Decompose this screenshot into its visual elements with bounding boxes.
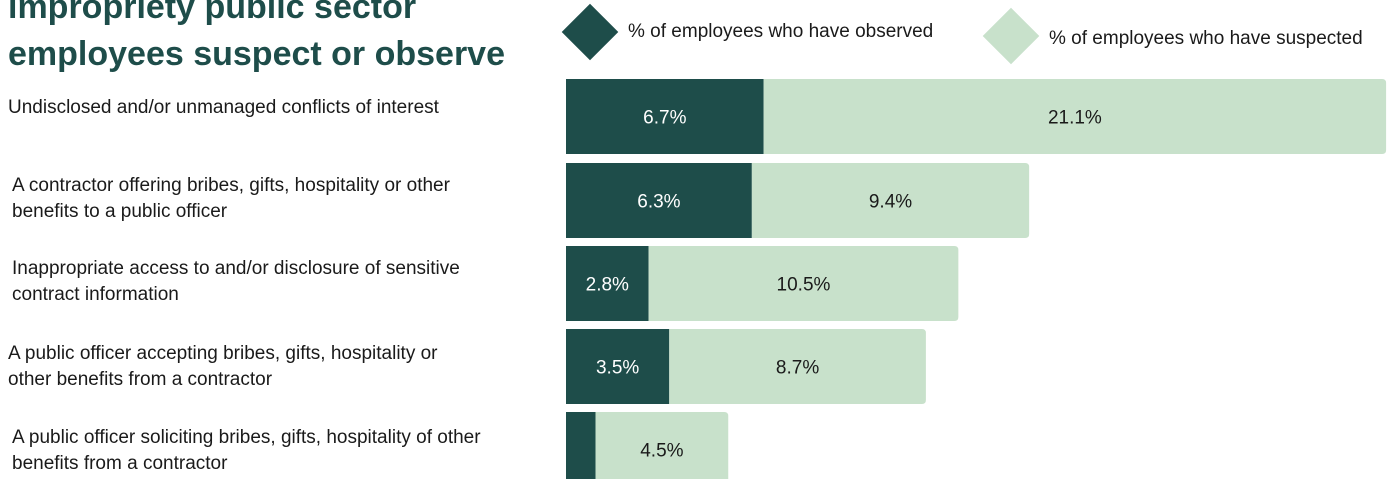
bar-observed-officer-soliciting-bribes <box>566 412 596 479</box>
category-label-conflicts-of-interest: Undisclosed and/or unmanaged conflicts o… <box>8 97 439 118</box>
category-label-inappropriate-access: Inappropriate access to and/or disclosur… <box>12 258 460 305</box>
category-label-contractor-offering-bribes: A contractor offering bribes, gifts, hos… <box>12 175 450 222</box>
legend-item-suspected: % of employees who have suspected <box>982 7 1363 65</box>
bar-suspected-conflicts-of-interest <box>763 79 1387 154</box>
data-label-suspected-inappropriate-access: 10.5% <box>777 275 831 296</box>
data-label-observed-inappropriate-access: 2.8% <box>586 275 629 296</box>
bar-observed-conflicts-of-interest <box>566 79 764 154</box>
bar-suspected-officer-soliciting-bribes <box>595 412 729 479</box>
legend-label-suspected: % of employees who have suspected <box>1049 28 1363 49</box>
data-label-suspected-conflicts-of-interest: 21.1% <box>1048 108 1102 129</box>
chart-title-line-1: impropriety public sector <box>8 0 417 26</box>
legend-label-observed: % of employees who have observed <box>628 21 934 42</box>
legend-item-observed: % of employees who have observed <box>561 3 934 61</box>
category-label-officer-accepting-bribes: A public officer accepting bribes, gifts… <box>8 343 438 390</box>
data-label-suspected-officer-soliciting-bribes: 4.5% <box>640 441 683 462</box>
data-label-observed-officer-accepting-bribes: 3.5% <box>596 358 639 379</box>
data-label-suspected-officer-accepting-bribes: 8.7% <box>776 358 819 379</box>
chart-title-line-2: employees suspect or observe <box>8 35 506 73</box>
bar-observed-inappropriate-access <box>566 246 649 321</box>
bar-observed-officer-accepting-bribes <box>566 329 670 404</box>
data-label-suspected-contractor-offering-bribes: 9.4% <box>869 192 912 213</box>
bar-suspected-inappropriate-access <box>648 246 959 321</box>
data-label-observed-conflicts-of-interest: 6.7% <box>643 108 686 129</box>
data-label-observed-contractor-offering-bribes: 6.3% <box>637 192 680 213</box>
chart-title: impropriety public sector employees susp… <box>8 0 568 78</box>
bar-suspected-contractor-offering-bribes <box>751 163 1030 238</box>
category-label-officer-soliciting-bribes: A public officer soliciting bribes, gift… <box>12 427 481 474</box>
bar-suspected-officer-accepting-bribes <box>669 329 926 404</box>
bar-observed-contractor-offering-bribes <box>566 163 752 238</box>
